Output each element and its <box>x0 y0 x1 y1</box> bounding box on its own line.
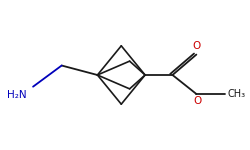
Text: O: O <box>193 96 201 106</box>
Text: CH₃: CH₃ <box>227 89 246 99</box>
Text: H₂N: H₂N <box>7 90 26 100</box>
Text: O: O <box>192 41 200 51</box>
